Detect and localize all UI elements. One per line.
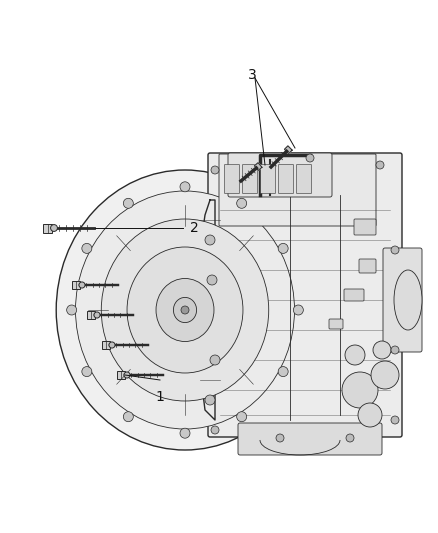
Circle shape [124,411,133,422]
FancyBboxPatch shape [225,165,240,193]
Circle shape [391,416,399,424]
Ellipse shape [394,270,422,330]
Polygon shape [285,146,292,154]
Circle shape [346,434,354,442]
Circle shape [205,235,215,245]
FancyBboxPatch shape [344,289,364,301]
Ellipse shape [181,306,189,314]
Circle shape [358,403,382,427]
Circle shape [180,182,190,192]
Circle shape [82,367,92,377]
Circle shape [391,346,399,354]
FancyBboxPatch shape [297,165,311,193]
Circle shape [109,342,115,348]
Polygon shape [254,163,262,171]
Circle shape [124,198,133,208]
Circle shape [67,305,77,315]
Circle shape [124,372,130,378]
Circle shape [210,355,220,365]
Circle shape [207,275,217,285]
Circle shape [82,244,92,253]
Text: 1: 1 [155,390,164,404]
Text: 2: 2 [190,221,199,235]
Bar [87,311,95,319]
FancyBboxPatch shape [228,153,332,197]
FancyBboxPatch shape [238,423,382,455]
Bar [43,223,52,232]
FancyBboxPatch shape [243,165,258,193]
Circle shape [94,312,100,318]
Text: 3: 3 [248,68,257,82]
Ellipse shape [156,279,214,342]
Ellipse shape [173,297,197,322]
Circle shape [371,361,399,389]
FancyBboxPatch shape [354,219,376,235]
Circle shape [278,244,288,253]
Circle shape [376,161,384,169]
Circle shape [211,426,219,434]
Ellipse shape [127,247,243,373]
Ellipse shape [101,219,269,401]
Circle shape [342,372,378,408]
Circle shape [50,224,57,231]
Ellipse shape [56,170,314,450]
Circle shape [205,395,215,405]
Circle shape [180,428,190,438]
FancyBboxPatch shape [279,165,293,193]
Circle shape [373,341,391,359]
Circle shape [293,305,304,315]
Circle shape [391,246,399,254]
Circle shape [237,198,247,208]
Circle shape [345,345,365,365]
FancyBboxPatch shape [219,154,376,226]
Bar [117,371,125,379]
FancyBboxPatch shape [329,319,343,329]
Circle shape [306,154,314,162]
FancyBboxPatch shape [359,259,376,273]
Circle shape [211,166,219,174]
Ellipse shape [75,191,294,429]
Circle shape [278,367,288,377]
Bar [72,281,80,289]
FancyBboxPatch shape [383,248,422,352]
Circle shape [276,434,284,442]
FancyBboxPatch shape [208,153,402,437]
Circle shape [237,411,247,422]
FancyBboxPatch shape [261,165,276,193]
Circle shape [79,282,85,288]
Bar [102,341,110,349]
